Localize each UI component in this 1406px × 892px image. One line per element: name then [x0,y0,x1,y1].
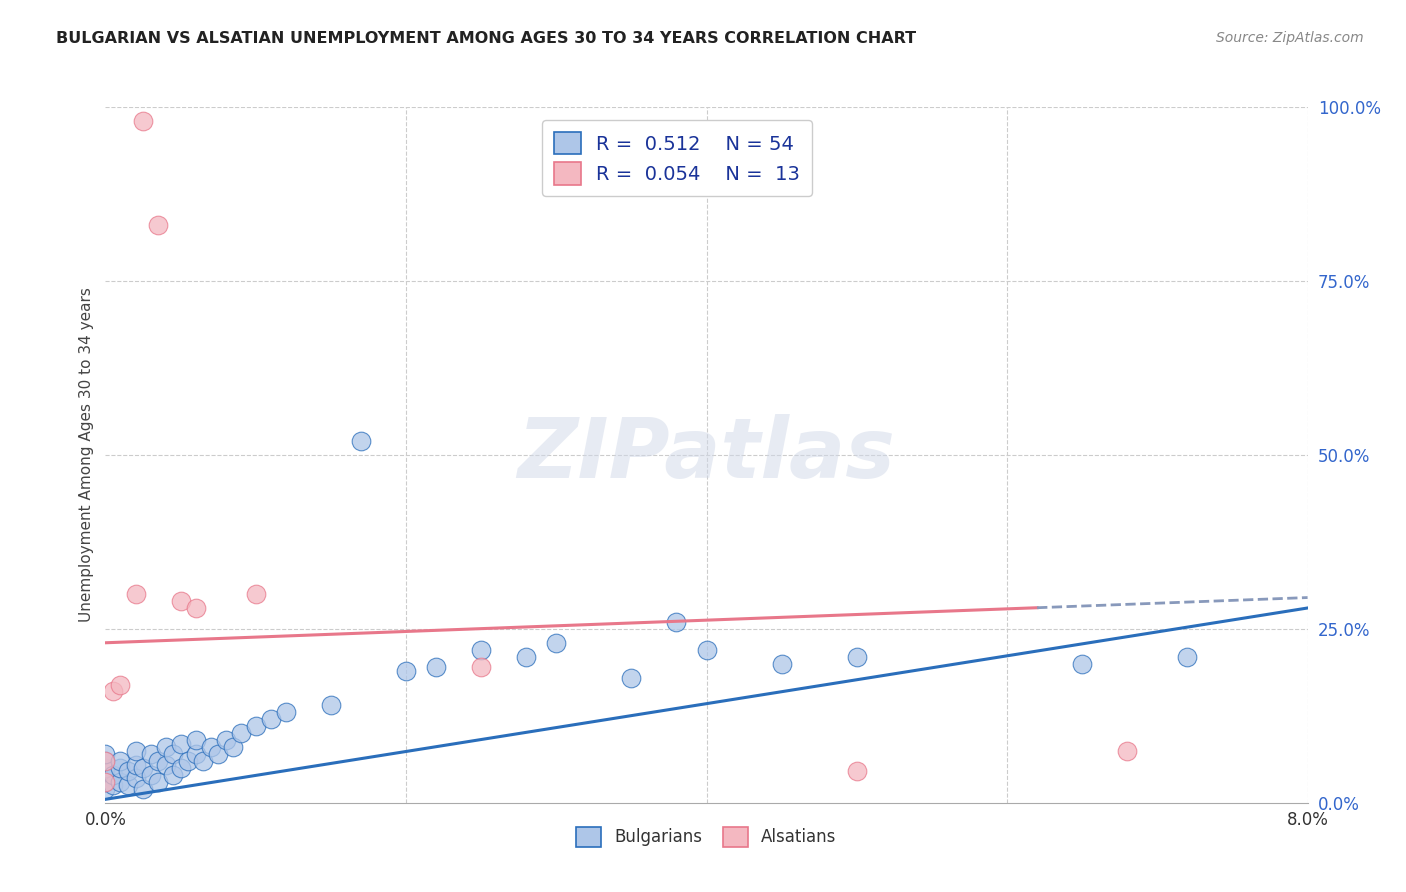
Y-axis label: Unemployment Among Ages 30 to 34 years: Unemployment Among Ages 30 to 34 years [79,287,94,623]
Point [94,761,117,775]
Point [1175,649,1198,664]
Point [146,219,169,233]
Legend: Bulgarians, Alsatians: Bulgarians, Alsatians [569,820,844,854]
Point [207,747,229,761]
Point [274,706,297,720]
Point [1116,744,1139,758]
Point [94,775,117,789]
Text: Source: ZipAtlas.com: Source: ZipAtlas.com [1216,31,1364,45]
Point [124,587,146,601]
Point [470,660,492,674]
Point [94,764,117,779]
Point [124,757,146,772]
Point [94,775,117,789]
Point [214,733,236,747]
Point [94,754,117,768]
Point [162,747,184,761]
Point [319,698,342,713]
Point [184,733,207,747]
Point [139,768,162,782]
Point [101,768,124,782]
Point [132,761,155,775]
Point [260,712,283,726]
Point [245,587,267,601]
Point [665,615,688,629]
Point [191,754,214,768]
Point [184,747,207,761]
Point [845,649,868,664]
Point [132,781,155,796]
Point [620,671,643,685]
Point [110,677,132,691]
Point [146,754,169,768]
Point [770,657,793,671]
Point [146,775,169,789]
Point [94,781,117,796]
Point [222,740,245,755]
Point [132,114,155,128]
Point [124,744,146,758]
Point [184,601,207,615]
Point [229,726,252,740]
Point [94,747,117,761]
Point [546,636,568,650]
Point [110,754,132,768]
Point [696,642,718,657]
Point [169,761,191,775]
Point [110,761,132,775]
Text: ZIPatlas: ZIPatlas [517,415,896,495]
Point [470,642,492,657]
Point [155,757,177,772]
Point [177,754,200,768]
Point [245,719,267,733]
Point [155,740,177,755]
Point [200,740,222,755]
Point [845,764,868,779]
Point [350,434,373,448]
Point [1071,657,1094,671]
Point [169,737,191,751]
Point [139,747,162,761]
Point [94,754,117,768]
Point [124,772,146,786]
Point [117,764,139,779]
Point [395,664,418,678]
Point [101,684,124,698]
Point [425,660,447,674]
Point [515,649,537,664]
Point [101,778,124,792]
Point [110,775,132,789]
Text: BULGARIAN VS ALSATIAN UNEMPLOYMENT AMONG AGES 30 TO 34 YEARS CORRELATION CHART: BULGARIAN VS ALSATIAN UNEMPLOYMENT AMONG… [56,31,917,46]
Point [162,768,184,782]
Point [117,778,139,792]
Point [169,594,191,608]
